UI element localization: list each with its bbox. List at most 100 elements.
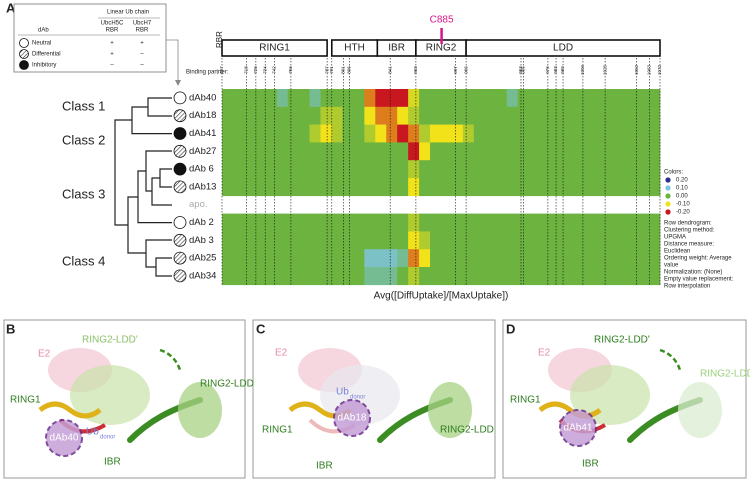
heat-cell [451,267,464,286]
row-label: dAb40 [189,92,216,103]
heat-cell [243,160,256,179]
heat-cell [320,231,332,250]
heat-cell [616,267,628,286]
heat-cell [397,213,409,232]
heat-cell [484,213,497,232]
heat-cell [287,106,299,125]
heat-cell [627,160,639,179]
heat-cell [528,124,540,143]
heat-cell [506,142,518,161]
heat-cell [627,106,639,125]
row-symbol [173,269,187,283]
heat-cell [430,249,442,268]
heat-cell [539,89,551,108]
domain-box [465,39,661,57]
heat-cell [539,106,551,125]
heat-cell [222,124,234,143]
dab-circle [45,419,83,457]
residue-label: 756 [288,66,293,74]
heat-cell [627,124,639,143]
heat-cell [539,213,551,232]
residue-label: 734 [262,66,267,74]
row-symbol [173,109,187,123]
heat-cell [484,142,497,161]
domain-label: RING2 [426,43,457,54]
heat-cell [462,124,475,143]
heat-cell [243,231,256,250]
legend-row-label: Neutral [32,41,51,47]
heat-cell [364,231,376,250]
ldd-ribbon [678,382,722,438]
heat-cell [265,142,278,161]
heat-cell [561,89,573,108]
heat-cell [583,231,595,250]
heat-cell [375,124,387,143]
heat-cell [484,249,497,268]
heat-cell [342,231,354,250]
row-symbol [173,162,187,176]
heat-cell [583,89,595,108]
heat-cell [419,267,431,286]
legend-row-label: Differential [32,52,61,58]
heat-cell [605,267,617,286]
heat-cell [462,106,475,125]
heat-cell [528,160,540,179]
heat-cell [506,231,518,250]
heat-cell [342,213,354,232]
residue-label: 801 [341,66,346,74]
heat-cell [506,267,518,286]
structure-label: E2 [38,349,51,360]
heat-cell [430,267,442,286]
heat-cell [495,213,507,232]
heat-cell [495,231,507,250]
dab-label: dAb18 [338,413,367,424]
heat-cell [462,267,475,286]
heat-cell [408,106,420,125]
heat-cell [528,213,540,232]
residue-label: 787 [324,66,329,74]
heat-cell [364,124,376,143]
note: Row dendrogram: [664,221,712,227]
heat-cell [419,249,431,268]
heat-cell [419,231,431,250]
residue-label: 976 [545,66,550,74]
heat-cell [331,249,343,268]
note: Empty value replacement: [664,277,734,283]
heat-cell [386,124,398,143]
row-label: dAb34 [189,270,216,281]
heat-cell [627,178,639,197]
heat-cell [572,106,584,125]
heat-cell [583,160,595,179]
heat-cell [430,142,442,161]
motion-arrow [659,348,682,371]
heat-cell [320,106,332,125]
heat-cell [430,106,442,125]
heat-cell [276,89,288,108]
heat-cell [594,231,606,250]
heat-cell [506,249,518,268]
panel-frame [252,319,496,479]
dab-label: dAb40 [50,433,79,444]
heat-cell [320,89,332,108]
heat-cell [222,267,234,286]
heat-cell [430,124,442,143]
heat-cell [649,89,661,108]
heat-cell [309,231,321,250]
heat-cell [605,231,617,250]
heat-cell [649,142,661,161]
panel-label: D [506,321,515,336]
heat-cell [320,142,332,161]
dab-circle [559,409,597,447]
heat-cell [353,231,365,250]
heat-cell [298,213,310,232]
heat-cell [386,160,398,179]
residue-label: 897 [453,66,458,74]
heat-cell [276,124,288,143]
heat-cell [616,124,628,143]
heat-cell [287,124,299,143]
heat-cell [649,160,661,179]
residue-label: 983 [553,66,558,74]
row-label: dAb 3 [189,235,214,246]
residue-label: 989 [560,66,565,74]
